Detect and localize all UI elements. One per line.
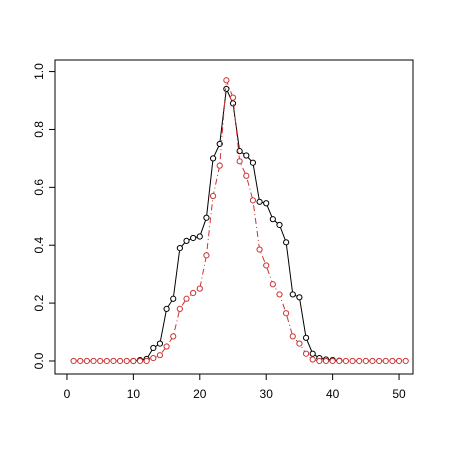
- data-point: [163, 343, 170, 350]
- data-point: [263, 200, 270, 207]
- y-tick-label: 0.4: [32, 237, 46, 254]
- data-point: [236, 158, 243, 165]
- data-point: [283, 239, 290, 246]
- data-point: [302, 350, 310, 357]
- data-point: [395, 357, 403, 365]
- data-point: [190, 234, 197, 242]
- data-point: [83, 357, 90, 365]
- data-point: [289, 333, 296, 340]
- data-point: [170, 333, 177, 340]
- data-point: [163, 305, 170, 312]
- data-point: [276, 291, 283, 298]
- y-tick-label: 0.2: [32, 294, 46, 311]
- data-point: [349, 357, 356, 365]
- data-point: [256, 246, 263, 253]
- data-point: [229, 94, 237, 101]
- data-point: [209, 192, 217, 200]
- x-tick-label: 20: [193, 387, 207, 401]
- data-point: [296, 294, 303, 301]
- x-tick-label: 50: [392, 387, 406, 401]
- data-point: [156, 352, 164, 359]
- data-point: [216, 162, 223, 169]
- data-point: [322, 357, 330, 365]
- data-point: [176, 245, 183, 252]
- data-point: [389, 357, 396, 365]
- data-point: [116, 357, 124, 365]
- data-point: [276, 221, 283, 229]
- data-point: [382, 357, 389, 365]
- data-point: [249, 159, 257, 166]
- data-point: [376, 357, 383, 365]
- data-point: [243, 172, 250, 179]
- data-point: [309, 356, 316, 363]
- data-point: [316, 357, 323, 365]
- data-point: [150, 354, 157, 362]
- data-point: [309, 350, 316, 357]
- data-point: [103, 357, 110, 365]
- data-point: [170, 295, 177, 302]
- data-point: [362, 357, 369, 365]
- data-point: [203, 252, 210, 259]
- x-tick-label: 40: [326, 387, 340, 401]
- data-point: [70, 357, 77, 365]
- data-point: [229, 100, 237, 107]
- data-point: [110, 357, 117, 365]
- data-point: [130, 357, 137, 365]
- data-point: [97, 357, 104, 365]
- data-point: [209, 155, 217, 162]
- x-tick-label: 30: [260, 387, 274, 401]
- data-point: [269, 281, 276, 288]
- data-point: [123, 357, 130, 365]
- y-tick-label: 0.0: [32, 352, 46, 369]
- data-point: [183, 237, 190, 244]
- plot-frame: [54, 59, 414, 375]
- data-point: [183, 295, 190, 302]
- data-point: [223, 85, 230, 93]
- data-point: [223, 77, 230, 84]
- data-point: [136, 357, 144, 365]
- data-point: [256, 198, 263, 205]
- data-point: [196, 233, 203, 240]
- data-point: [369, 357, 376, 365]
- data-point: [329, 357, 336, 365]
- data-point: [150, 344, 157, 352]
- x-tick-label: 10: [127, 387, 141, 401]
- data-point: [90, 357, 97, 365]
- data-point: [269, 216, 276, 223]
- y-tick-label: 0.8: [32, 121, 46, 138]
- data-point: [190, 289, 197, 297]
- data-point: [236, 148, 243, 155]
- data-point: [77, 357, 84, 365]
- data-point: [263, 262, 270, 269]
- data-point: [336, 357, 343, 365]
- data-point: [289, 291, 296, 298]
- data-point: [302, 334, 310, 341]
- data-point: [402, 357, 409, 365]
- data-point: [249, 197, 257, 204]
- data-point: [243, 152, 250, 159]
- data-point: [203, 214, 210, 221]
- data-point: [283, 310, 290, 317]
- data-point: [296, 340, 303, 347]
- data-point: [196, 285, 203, 292]
- series-line: [133, 87, 340, 362]
- data-point: [176, 305, 183, 312]
- data-point: [156, 340, 164, 347]
- y-tick-label: 0.6: [32, 179, 46, 196]
- series-line: [73, 80, 406, 362]
- data-point: [342, 357, 350, 365]
- data-point: [143, 357, 150, 365]
- y-tick-label: 1.0: [32, 63, 46, 80]
- data-point: [356, 357, 363, 365]
- x-tick-label: 0: [64, 387, 71, 401]
